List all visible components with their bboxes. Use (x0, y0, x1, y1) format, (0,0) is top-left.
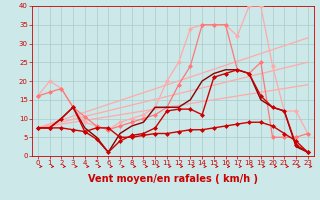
X-axis label: Vent moyen/en rafales ( km/h ): Vent moyen/en rafales ( km/h ) (88, 174, 258, 184)
